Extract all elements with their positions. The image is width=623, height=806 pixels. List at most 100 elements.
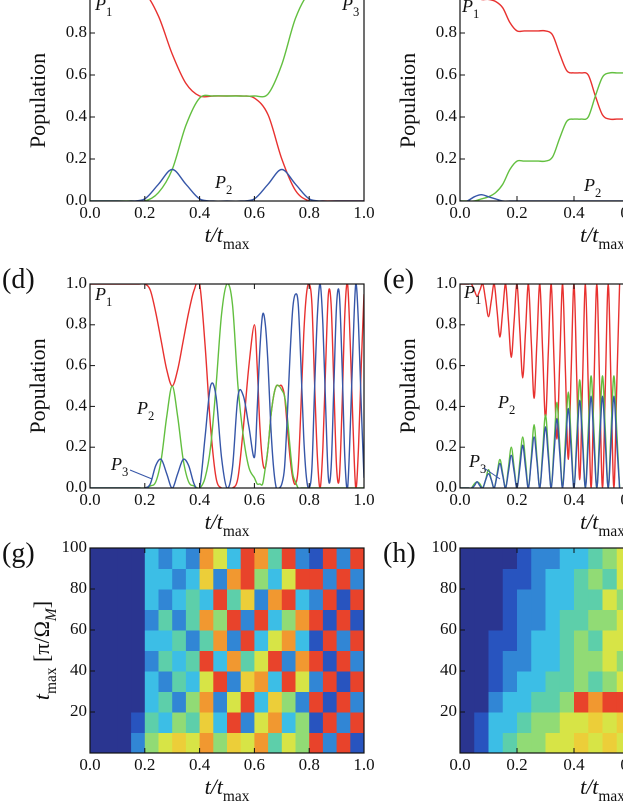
heat-cell — [240, 691, 255, 713]
heat-cell — [488, 732, 504, 753]
panel-label: (g) — [2, 538, 35, 569]
plot-frame — [89, 0, 365, 202]
annotation: P2 — [214, 172, 232, 197]
heat-cell — [144, 568, 159, 590]
heat-cell — [616, 609, 623, 631]
heat-cell — [531, 650, 546, 672]
heat-cell — [240, 650, 255, 672]
heat-cell — [185, 630, 201, 651]
heat-cell — [559, 650, 575, 672]
annotation-sub: 1 — [106, 295, 112, 309]
heat-cell — [488, 589, 504, 610]
heat-cell — [240, 732, 255, 753]
heat-cell — [268, 712, 283, 733]
annotation-main: P — [214, 172, 226, 192]
y-axis-label: tmax [π/ΩM] — [29, 601, 60, 700]
heat-cell — [103, 609, 118, 631]
heat-cell — [117, 609, 132, 631]
heat-cell — [350, 691, 364, 713]
x-axis-label: t/tmax — [580, 509, 623, 540]
heat-cell — [474, 589, 489, 610]
heat-cell — [474, 630, 489, 651]
heat-cell — [545, 609, 561, 631]
y-axis-label: Population — [25, 53, 50, 148]
heat-cell — [103, 589, 118, 610]
heat-cell — [502, 548, 518, 569]
heat-cell — [227, 568, 242, 590]
heat-cell — [309, 732, 324, 753]
y-tick-label: 0.8 — [436, 22, 457, 41]
heat-cell — [199, 712, 214, 733]
heat-cell — [474, 568, 489, 590]
heat-cell — [350, 548, 364, 569]
annotation: P3 — [468, 451, 486, 476]
heat-cell — [158, 650, 173, 672]
heat-cell — [545, 650, 561, 672]
heat-cell — [559, 630, 575, 651]
heat-cell — [144, 732, 159, 753]
heat-cell — [172, 630, 187, 651]
heat-cell — [474, 671, 489, 692]
heat-cell — [616, 630, 623, 651]
heat-cell — [502, 589, 518, 610]
heat-cell — [545, 691, 561, 713]
y-tick-label: 0.8 — [66, 314, 87, 333]
heat-cell — [309, 712, 324, 733]
annotation: P1 — [94, 0, 112, 19]
heat-cell — [602, 691, 618, 713]
heat-cell — [172, 568, 187, 590]
heat-cell — [559, 671, 575, 692]
panel-label: (h) — [383, 538, 416, 569]
plot-frame — [459, 283, 623, 489]
heat-cell — [213, 609, 228, 631]
heat-cell — [213, 712, 228, 733]
heat-cell — [309, 609, 324, 631]
heat-cell — [502, 650, 518, 672]
heat-cell — [531, 609, 546, 631]
heat-cell — [460, 589, 475, 610]
heat-cell — [460, 568, 475, 590]
heat-cell — [281, 630, 296, 651]
heat-cell — [227, 650, 242, 672]
heat-cell — [158, 732, 173, 753]
x-tick-label: 0.2 — [134, 203, 155, 222]
heat-cell — [574, 691, 589, 713]
heat-cell — [158, 671, 173, 692]
heat-cell — [117, 568, 132, 590]
heat-cell — [295, 691, 310, 713]
plot-area — [90, 0, 364, 201]
heat-cell — [350, 671, 364, 692]
x-axis-label: t/tmax — [205, 222, 250, 253]
heat-cell — [103, 568, 118, 590]
y-tick-label: 1.0 — [436, 273, 457, 292]
heat-cell — [281, 609, 296, 631]
heat-cell — [588, 589, 603, 610]
heat-cell — [517, 609, 532, 631]
heat-cell — [172, 732, 187, 753]
heat-cell — [268, 650, 283, 672]
heat-cell — [103, 671, 118, 692]
panel: 0.0 0.2 0.4 0.6 0.8 1.0 0.0 0.2 0.4 0.6 0.8 — [66, 0, 375, 222]
y-axis-label: Population — [395, 338, 420, 433]
label-part: t/t — [205, 222, 224, 247]
heat-cell — [602, 630, 618, 651]
heat-cell — [172, 712, 187, 733]
heat-cell — [281, 691, 296, 713]
heat-cell — [588, 732, 603, 753]
plot-area — [460, 0, 623, 201]
heat-cell — [602, 589, 618, 610]
annotation-main: P — [136, 398, 148, 418]
label-part: t/t — [205, 774, 224, 799]
annotation-main: P — [341, 0, 353, 14]
heat-cell — [545, 630, 561, 651]
heat-cell — [559, 712, 575, 733]
y-tick-label: 0.4 — [66, 395, 88, 414]
label-part: max — [598, 788, 623, 805]
heat-cell — [268, 568, 283, 590]
heat-cell — [460, 650, 475, 672]
heat-cell — [502, 568, 518, 590]
heat-cell — [616, 691, 623, 713]
heat-cell — [517, 650, 532, 672]
panel: 0.0 0.2 0.4 0.6 0.8 1.0 0.0 0.2 0.4 0.6 0.8 1.0 — [66, 273, 375, 509]
